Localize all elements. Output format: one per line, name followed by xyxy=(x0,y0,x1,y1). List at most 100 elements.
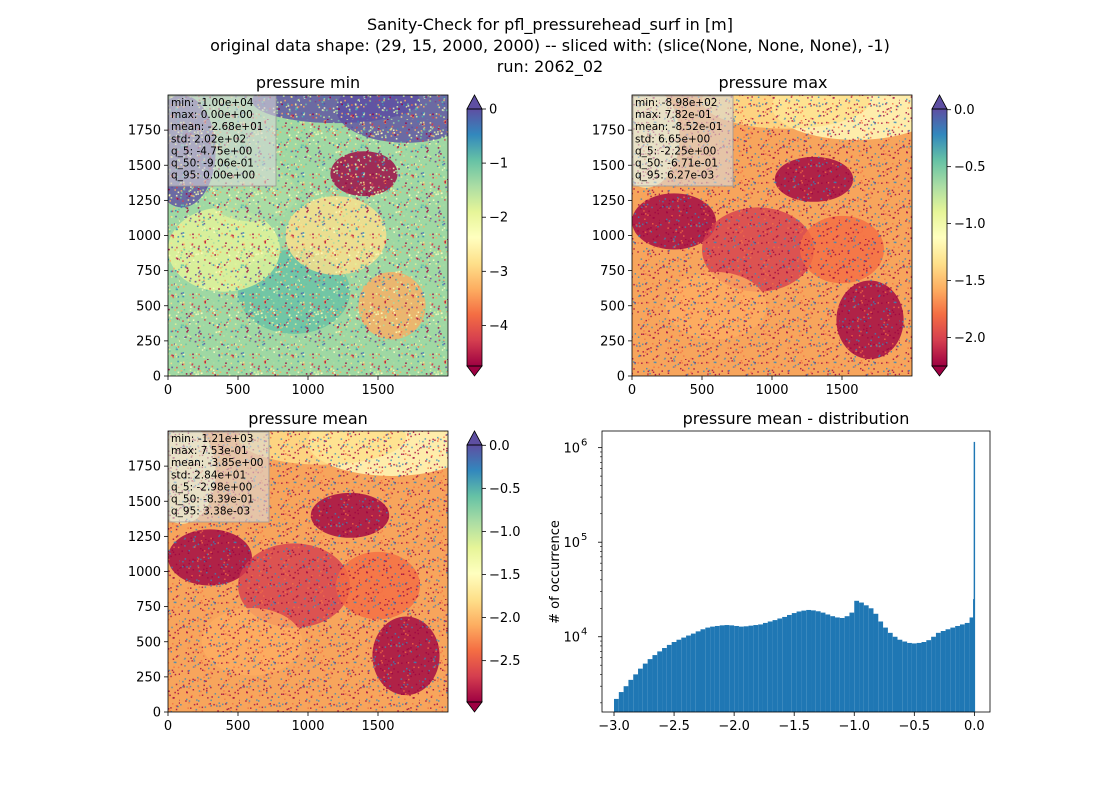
histogram-bar xyxy=(753,625,759,712)
colorbar-tick-label: −0.5 xyxy=(954,160,986,175)
heatmap-panel-0: 0 500 1000 1500 0 250 500 750 1000 1250 1500 1750 mi… xyxy=(128,94,508,398)
histogram-bar xyxy=(714,625,720,712)
histogram-bar xyxy=(883,627,888,712)
hist-y-tick-exponent: 4 xyxy=(581,627,587,638)
histogram-title: pressure mean - distribution xyxy=(683,409,910,428)
histogram-bar xyxy=(830,616,836,712)
heatmap-panel-2: 0 500 1000 1500 0 250 500 750 1000 1250 1500 1750 mi… xyxy=(128,430,521,734)
colorbar-tick-label: −4 xyxy=(489,319,508,334)
heatmap-image xyxy=(168,431,448,712)
hist-y-tick-exponent: 5 xyxy=(581,532,587,543)
x-tick-label: 0 xyxy=(164,719,172,734)
colorbar-extend-bottom xyxy=(466,365,483,377)
histogram-bar xyxy=(878,621,884,712)
colorbar-extend-top xyxy=(466,430,483,446)
histogram-bar xyxy=(945,629,951,712)
stats-line: min: -1.21e+03 xyxy=(171,433,253,445)
histogram-bar xyxy=(811,610,816,712)
y-tick-label: 1500 xyxy=(128,159,161,174)
stats-line: q_50: -9.06e-01 xyxy=(171,158,254,170)
histogram-bar xyxy=(825,614,831,712)
histogram-bar xyxy=(772,620,778,712)
histogram-bar xyxy=(854,600,860,712)
x-tick-label: 500 xyxy=(226,383,251,398)
x-tick-label: 1000 xyxy=(755,383,788,398)
x-tick-label: 500 xyxy=(226,719,251,734)
panel-title-pressure-max: pressure max xyxy=(718,73,827,92)
hist-x-tick-label: 0.0 xyxy=(964,719,985,734)
histogram-bar xyxy=(791,613,797,712)
stats-line: std: 2.84e+01 xyxy=(171,469,246,481)
histogram-bar xyxy=(839,617,845,712)
stats-line: std: 2.02e+02 xyxy=(171,133,246,145)
histogram-bar xyxy=(767,621,773,712)
histogram-bar xyxy=(969,617,975,712)
histogram-bar xyxy=(782,616,787,712)
histogram-bar xyxy=(671,642,677,712)
histogram-bar xyxy=(926,640,932,712)
y-tick-label: 0 xyxy=(153,370,161,385)
histogram-bar xyxy=(849,612,855,712)
histogram-bar xyxy=(719,625,725,712)
colorbar-tick-label: −1.0 xyxy=(954,217,986,232)
histogram-bar xyxy=(955,625,960,712)
histogram-bar xyxy=(873,613,879,712)
histogram-bar xyxy=(964,622,970,712)
histogram-bar xyxy=(796,611,802,712)
y-tick-label: 1250 xyxy=(128,194,161,209)
histogram-bar xyxy=(729,625,735,712)
y-tick-label: 500 xyxy=(600,299,625,314)
colorbar-tick-label: −0.5 xyxy=(489,482,521,497)
histogram-bar xyxy=(652,655,658,712)
histogram-bar xyxy=(638,668,643,712)
x-tick-label: 1500 xyxy=(361,719,394,734)
histogram-bar xyxy=(931,636,936,712)
histogram-bar xyxy=(676,639,682,712)
histogram-bar xyxy=(748,625,754,712)
figure-title-line-1: Sanity-Check for pfl_pressurehead_surf i… xyxy=(367,15,733,35)
colorbar-tick-label: −1.5 xyxy=(489,568,521,583)
y-tick-label: 0 xyxy=(153,706,161,721)
histogram-bar xyxy=(666,644,672,712)
histogram-bar xyxy=(959,624,965,712)
histogram-bar xyxy=(642,663,648,712)
colorbar-body xyxy=(932,109,947,366)
panel-title-pressure-mean: pressure mean xyxy=(248,409,368,428)
histogram-bar xyxy=(902,641,908,712)
histogram-bar xyxy=(758,624,763,712)
histogram-bar xyxy=(973,441,976,712)
histogram-bar xyxy=(738,626,744,712)
y-tick-label: 1750 xyxy=(592,124,625,139)
histogram-bar xyxy=(647,659,653,712)
histogram-bar xyxy=(743,626,749,712)
hist-y-tick-label: 10 xyxy=(563,442,580,457)
histogram-bar xyxy=(897,639,903,712)
histogram-bar xyxy=(623,686,629,712)
stats-line: min: -1.00e+04 xyxy=(171,97,254,109)
y-tick-label: 1000 xyxy=(128,229,161,244)
panel-title-pressure-min: pressure min xyxy=(256,73,360,92)
y-tick-label: 1250 xyxy=(128,530,161,545)
x-tick-label: 1500 xyxy=(825,383,858,398)
histogram-bar xyxy=(859,602,864,712)
histogram-bar xyxy=(618,692,624,712)
colorbar-tick-label: 0.0 xyxy=(954,103,975,118)
colorbar-tick-label: −3 xyxy=(489,265,508,280)
stats-line: mean: -3.85e+00 xyxy=(171,457,263,469)
colorbar-frame xyxy=(466,444,483,703)
y-tick-label: 750 xyxy=(136,264,161,279)
colorbar-tick-label: −1.5 xyxy=(954,274,986,289)
colorbar-body xyxy=(467,109,482,366)
stats-line: mean: -2.68e+01 xyxy=(171,121,263,133)
y-tick-label: 1500 xyxy=(592,159,625,174)
histogram-bar xyxy=(690,633,696,712)
histogram-bar xyxy=(835,617,840,712)
histogram-bar xyxy=(734,625,739,712)
y-tick-label: 1000 xyxy=(128,565,161,580)
histogram-bar xyxy=(700,629,706,712)
colorbar-tick-label: 0 xyxy=(489,103,497,118)
histogram-bar xyxy=(705,627,711,712)
hist-y-tick-label: 10 xyxy=(563,631,580,646)
hist-y-tick-exponent: 6 xyxy=(581,438,587,449)
